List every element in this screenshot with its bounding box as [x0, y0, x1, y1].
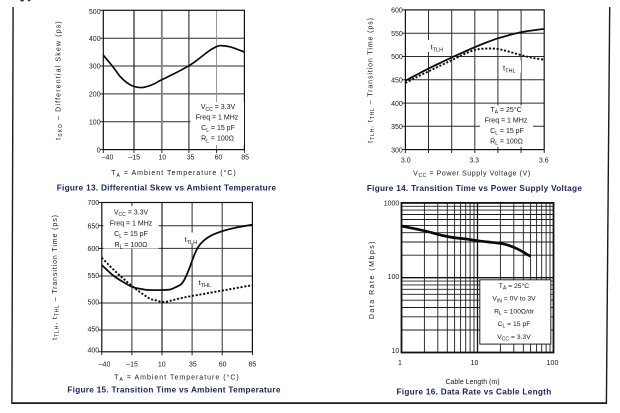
svg-text:RL = 100Ω: RL = 100Ω — [490, 139, 523, 148]
svg-text:–15: –15 — [128, 155, 140, 162]
svg-text:Figure 13. Differential Skew v: Figure 13. Differential Skew vs Ambient … — [57, 184, 277, 193]
svg-text:400: 400 — [89, 36, 101, 43]
svg-text:–15: –15 — [126, 362, 138, 369]
svg-text:TA = 25°C: TA = 25°C — [490, 106, 521, 116]
svg-text:TA = Ambient Temperature (°C): TA = Ambient Temperature (°C) — [111, 169, 236, 179]
svg-text:100: 100 — [547, 360, 559, 367]
svg-text:300: 300 — [391, 147, 403, 154]
svg-text:TA = 25°C: TA = 25°C — [499, 282, 530, 292]
svg-text:Figure 15. Transition Time vs: Figure 15. Transition Time vs Ambient Te… — [67, 386, 281, 395]
svg-text:550: 550 — [88, 273, 100, 280]
svg-text:350: 350 — [391, 124, 403, 131]
svg-text:tTLH: tTLH — [185, 235, 198, 246]
svg-text:tTHL: tTHL — [503, 64, 516, 75]
svg-text:10: 10 — [392, 348, 400, 355]
svg-text:CL = 15 pF: CL = 15 pF — [490, 128, 524, 137]
svg-text:200: 200 — [89, 92, 101, 99]
svg-text:–40: –40 — [102, 155, 114, 162]
svg-text:500: 500 — [88, 300, 100, 307]
svg-text:VCC = 3.3V: VCC = 3.3V — [201, 104, 236, 113]
svg-text:VIN = 0V to 3V: VIN = 0V to 3V — [492, 296, 536, 305]
svg-text:1000: 1000 — [384, 201, 400, 208]
svg-text:tTHL: tTHL — [199, 278, 212, 289]
svg-text:RL = 100Ω/dr: RL = 100Ω/dr — [494, 308, 535, 317]
svg-text:10: 10 — [158, 155, 166, 162]
svg-text:Figure 16. Data Rate vs Cable: Figure 16. Data Rate vs Cable Length — [396, 388, 551, 397]
svg-text:85: 85 — [249, 362, 257, 369]
svg-text:60: 60 — [215, 155, 223, 162]
svg-text:tTLH, tTHL – Transition Time (: tTLH, tTHL – Transition Time (ps) — [368, 17, 377, 143]
svg-text:tTLH: tTLH — [431, 43, 444, 54]
svg-text:3.0: 3.0 — [401, 157, 411, 164]
svg-text:tSKD – Differential Skew (ps): tSKD – Differential Skew (ps) — [56, 20, 65, 140]
svg-text:35: 35 — [189, 362, 197, 369]
svg-text:VCC = 3.3V: VCC = 3.3V — [497, 334, 531, 343]
svg-text:450: 450 — [391, 78, 403, 85]
svg-text:tTLH, tTHL – Transition Time (: tTLH, tTHL – Transition Time (ps) — [52, 214, 61, 340]
svg-text:CL = 15 pF: CL = 15 pF — [201, 125, 235, 134]
svg-text:35: 35 — [187, 155, 195, 162]
svg-text:450: 450 — [88, 327, 100, 334]
svg-text:500: 500 — [89, 9, 101, 16]
svg-text:Figure 14. Transition Time vs: Figure 14. Transition Time vs Power Supp… — [367, 184, 582, 193]
svg-text:Freq = 1 MHz: Freq = 1 MHz — [485, 118, 528, 125]
svg-text:Data Rate (Mbps): Data Rate (Mbps) — [369, 240, 376, 319]
svg-text:600: 600 — [391, 8, 403, 15]
svg-text:600: 600 — [88, 246, 100, 253]
svg-text:10: 10 — [158, 362, 166, 369]
svg-text:85: 85 — [241, 155, 249, 162]
svg-text:1: 1 — [398, 360, 402, 367]
svg-text:Freq = 1 MHz: Freq = 1 MHz — [196, 115, 239, 122]
svg-text:CL = 15 pF: CL = 15 pF — [498, 321, 531, 330]
svg-text:RL = 100Ω: RL = 100Ω — [115, 242, 148, 251]
svg-text:3.3: 3.3 — [469, 157, 479, 164]
svg-text:0: 0 — [97, 147, 101, 154]
svg-text:400: 400 — [88, 348, 100, 355]
svg-text:Freq = 1 MHz: Freq = 1 MHz — [110, 220, 153, 227]
svg-text:100: 100 — [89, 119, 101, 126]
svg-text:500: 500 — [391, 54, 403, 61]
svg-text:CL = 15 pF: CL = 15 pF — [114, 231, 148, 240]
svg-text:550: 550 — [391, 31, 403, 38]
svg-text:RL = 100Ω: RL = 100Ω — [201, 136, 234, 145]
svg-text:Cable Length (m): Cable Length (m) — [445, 379, 499, 386]
svg-text:–40: –40 — [99, 362, 111, 369]
svg-text:3.6: 3.6 — [539, 157, 549, 164]
svg-text:400: 400 — [391, 101, 403, 108]
svg-text:10: 10 — [471, 360, 479, 367]
svg-text:100: 100 — [388, 274, 400, 281]
svg-text:TA = Ambient Temperature (°C): TA = Ambient Temperature (°C) — [114, 374, 239, 384]
svg-text:VCC = 3.3V: VCC = 3.3V — [114, 210, 149, 219]
svg-text:300: 300 — [89, 64, 101, 71]
svg-text:700: 700 — [88, 200, 100, 207]
svg-text:60: 60 — [219, 362, 227, 369]
svg-text:VCC = Power Supply Voltage (V): VCC = Power Supply Voltage (V) — [413, 170, 531, 179]
svg-text:650: 650 — [88, 223, 100, 230]
